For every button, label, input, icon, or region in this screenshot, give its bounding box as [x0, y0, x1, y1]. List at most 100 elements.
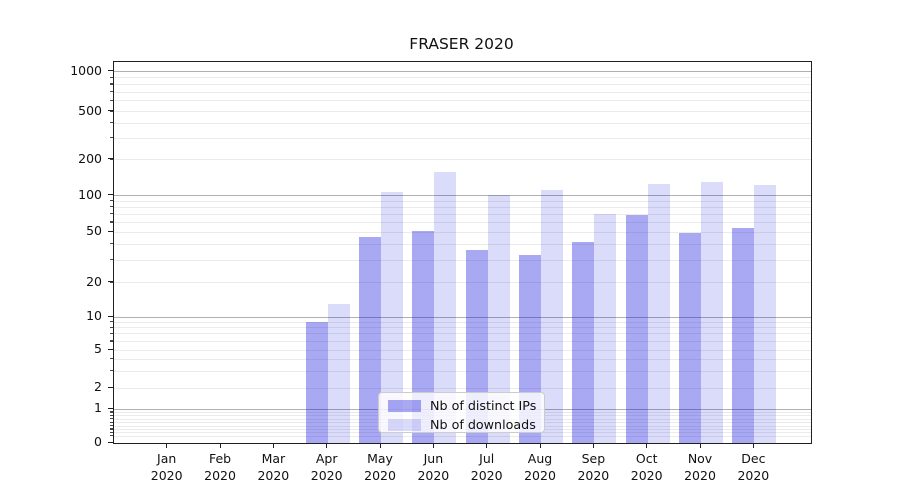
bar-downloads [541, 190, 564, 443]
y-tick [108, 230, 113, 232]
x-tick-label: Oct 2020 [630, 451, 663, 483]
x-tick-label: Mar 2020 [257, 451, 290, 483]
minor-gridline [114, 77, 811, 79]
y-tick [108, 70, 113, 72]
y-minor-tick [110, 91, 113, 93]
x-tick [219, 443, 221, 448]
x-tick-label: Dec 2020 [737, 451, 770, 483]
minor-gridline [114, 435, 811, 437]
bar-distinct-ips [572, 241, 595, 443]
y-minor-tick [110, 428, 113, 430]
y-tick-label: 50 [86, 223, 102, 238]
x-tick-label: Apr 2020 [310, 451, 343, 483]
y-minor-tick [110, 414, 113, 416]
legend-label-downloads: Nb of downloads [430, 417, 536, 432]
x-tick-label: Jun 2020 [417, 451, 450, 483]
y-minor-tick [110, 358, 113, 360]
minor-gridline [114, 221, 811, 223]
minor-gridline [114, 333, 811, 335]
minor-gridline [114, 137, 811, 139]
x-tick-label: Sep 2020 [577, 451, 610, 483]
x-tick-label: Nov 2020 [684, 451, 716, 483]
x-tick [539, 443, 541, 448]
x-tick-label: Jul 2020 [470, 451, 503, 483]
y-tick-label: 10 [86, 308, 102, 323]
minor-gridline [114, 83, 811, 85]
y-tick-label: 200 [78, 150, 102, 166]
y-minor-tick [110, 321, 113, 323]
minor-gridline [114, 111, 811, 112]
y-tick [108, 110, 113, 112]
legend-swatch-downloads-icon [388, 418, 421, 431]
y-minor-tick [110, 326, 113, 328]
y-tick-label: 20 [86, 273, 102, 289]
y-minor-tick [110, 411, 113, 413]
y-tick-label: 5 [94, 341, 102, 356]
x-tick [646, 443, 648, 448]
x-tick-label: Feb 2020 [204, 451, 236, 483]
legend-entry-distinct-ips: Nb of distinct IPs [388, 397, 536, 414]
bar-distinct-ips [359, 236, 382, 443]
y-minor-tick [110, 243, 113, 245]
y-minor-tick [110, 200, 113, 202]
bar-downloads [434, 171, 457, 443]
y-minor-tick [110, 421, 113, 423]
y-tick [108, 441, 113, 443]
chart-title: FRASER 2020 [409, 35, 514, 53]
minor-gridline [114, 259, 811, 261]
y-minor-tick [110, 213, 113, 215]
x-tick [432, 443, 435, 448]
y-minor-tick [110, 418, 113, 420]
x-tick [699, 443, 701, 448]
bar-distinct-ips [412, 230, 435, 443]
y-tick-label: 2 [94, 379, 102, 394]
x-tick-label: May 2020 [364, 451, 396, 483]
y-tick [108, 158, 113, 160]
y-minor-tick [110, 435, 113, 437]
minor-gridline [114, 100, 811, 102]
y-tick-label: 0 [94, 434, 102, 449]
minor-gridline [114, 282, 811, 283]
y-tick-label: 1 [94, 400, 102, 415]
x-tick [752, 443, 755, 448]
bar-downloads [594, 214, 617, 443]
bar-distinct-ips [679, 233, 702, 443]
minor-gridline [114, 159, 811, 160]
y-minor-tick [110, 137, 113, 139]
legend-label-distinct-ips: Nb of distinct IPs [430, 398, 537, 413]
y-minor-tick [110, 370, 113, 372]
y-tick [108, 194, 113, 196]
minor-gridline [114, 243, 811, 245]
y-minor-tick [110, 340, 113, 342]
y-tick [108, 315, 113, 317]
y-tick [108, 386, 113, 388]
bar-downloads [754, 185, 777, 443]
minor-gridline [114, 200, 811, 202]
bar-downloads [381, 192, 404, 443]
y-minor-tick [110, 221, 113, 223]
minor-gridline [114, 321, 811, 323]
legend-swatch-distinct-ips-icon [388, 399, 421, 412]
y-tick [108, 407, 113, 409]
minor-gridline [114, 327, 811, 329]
y-minor-tick [110, 99, 113, 102]
y-minor-tick [110, 332, 113, 335]
bar-distinct-ips [732, 227, 755, 443]
x-tick [272, 443, 275, 448]
minor-gridline [114, 122, 811, 124]
y-minor-tick [110, 206, 113, 208]
y-tick-label: 1000 [70, 62, 102, 78]
y-minor-tick [110, 76, 113, 78]
y-tick [108, 281, 113, 283]
x-tick-label: Aug 2020 [524, 451, 556, 483]
x-tick-label: Jan 2020 [150, 451, 183, 483]
bar-downloads [487, 194, 510, 443]
y-tick-label: 100 [78, 186, 102, 202]
legend-entry-downloads: Nb of downloads [388, 416, 536, 433]
chart-legend: Nb of distinct IPs Nb of downloads [378, 392, 545, 433]
minor-gridline [114, 91, 811, 93]
y-minor-tick [110, 425, 113, 427]
y-tick [108, 348, 113, 350]
y-minor-tick [110, 122, 113, 124]
minor-gridline [114, 387, 811, 389]
